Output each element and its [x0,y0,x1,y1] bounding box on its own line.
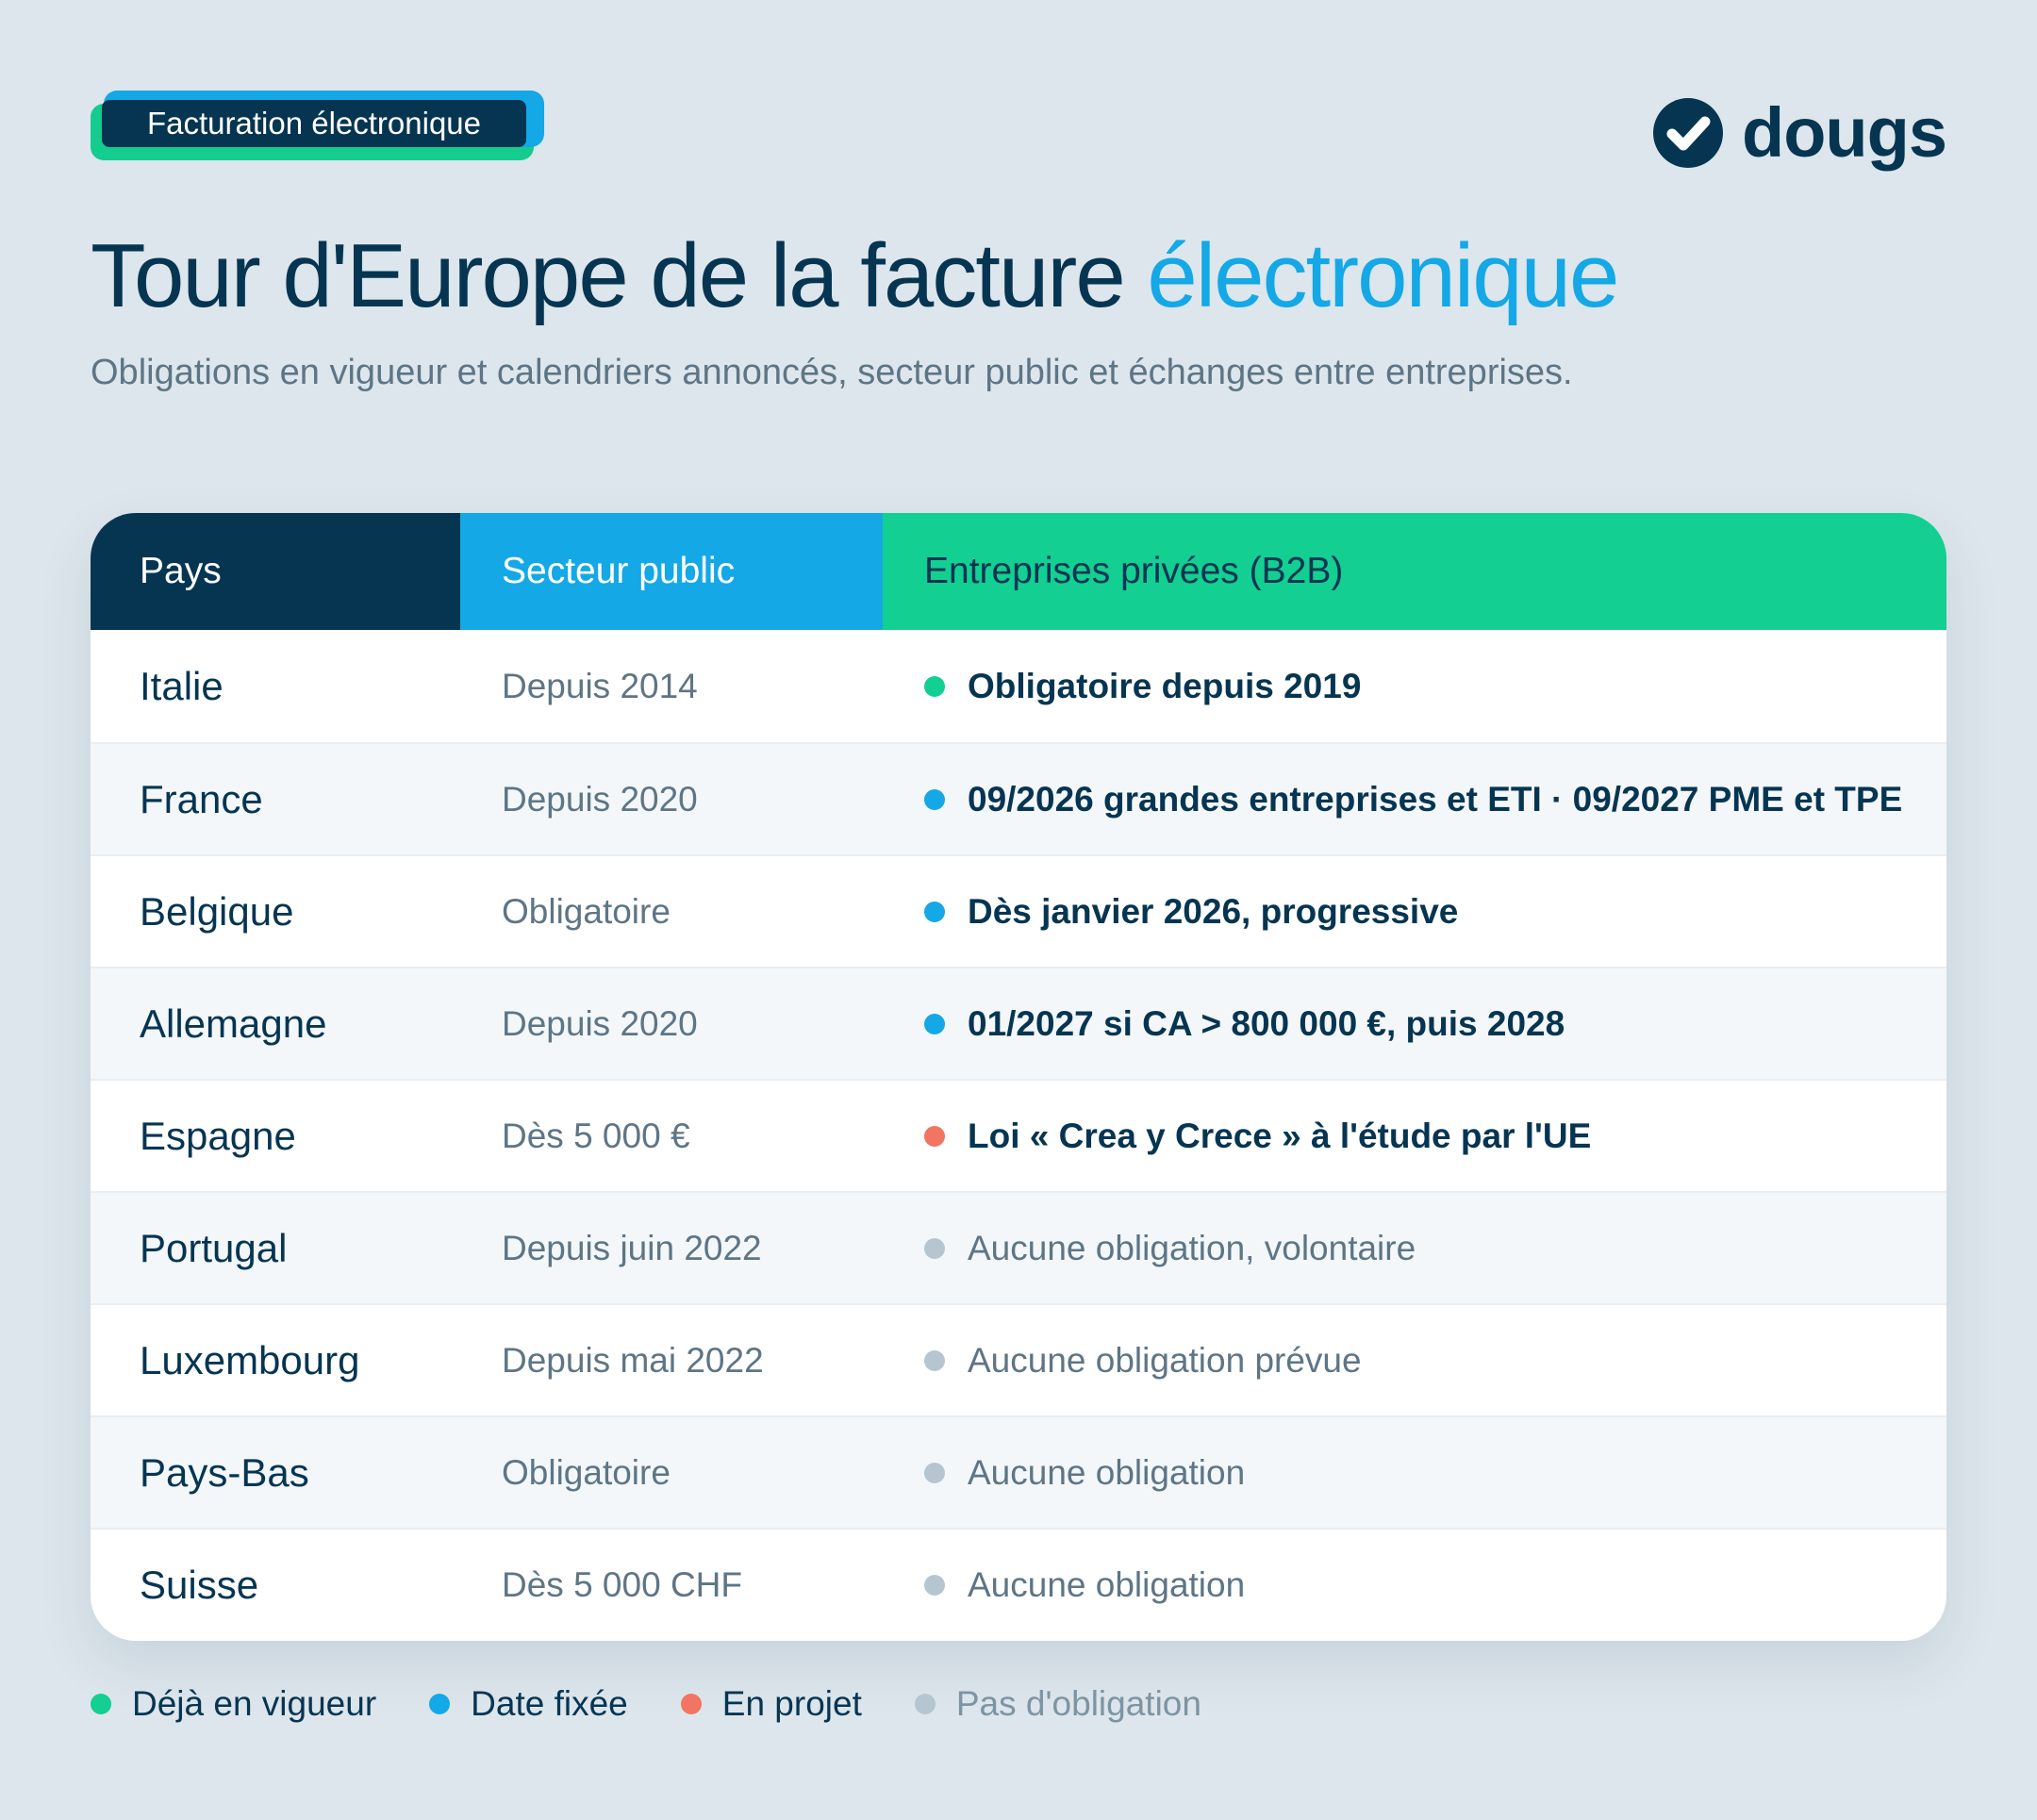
public-sector-cell: Depuis mai 2022 [502,1340,764,1380]
b2b-cell: Aucune obligation [883,1453,1946,1493]
status-dot-icon [924,675,945,697]
table-row: France Depuis 2020 09/2026 grandes entrepr… [91,742,1946,854]
public-sector-cell: Dès 5 000 € [502,1116,690,1155]
public-sector-cell: Dès 5 000 CHF [502,1564,742,1604]
header-country: Pays [91,513,460,630]
status-dot-icon [924,1237,945,1259]
page-subtitle: Obligations en vigueur et calendriers an… [91,353,1573,392]
country-cell: Luxembourg [140,1337,360,1382]
table-body: Italie Depuis 2014 Obligatoire depuis 2019… [91,630,1946,1640]
legend-item: En projet [680,1684,862,1724]
table-row: Portugal Depuis juin 2022 Aucune obligatio… [91,1191,1946,1303]
b2b-cell: Aucune obligation [883,1565,1946,1605]
brand-logo: dougs [1653,93,1947,172]
header-b2b: Entreprises privées (B2B) [883,513,1946,630]
status-dot-icon [924,1013,945,1034]
table-header: Pays Secteur public Entreprises privées … [91,513,1946,630]
b2b-status-text: Aucune obligation, volontaire [968,1228,1416,1267]
public-sector-cell: Obligatoire [502,1452,671,1492]
b2b-status-text: Obligatoire depuis 2019 [968,666,1362,705]
b2b-cell: Aucune obligation, volontaire [883,1229,1946,1268]
legend-dot-icon [680,1694,702,1714]
legend-label: Déjà en vigueur [132,1684,377,1723]
legend-dot-icon [91,1694,111,1714]
b2b-status-text: Aucune obligation [968,1452,1246,1492]
country-cell: Espagne [140,1113,296,1158]
category-badge-label: Facturation électronique [102,100,526,147]
page-title: Tour d'Europe de la facture électronique [91,224,1619,328]
legend-label: Pas d'obligation [955,1684,1201,1723]
status-dot-icon [924,1125,945,1147]
title-main: Tour d'Europe de la facture [91,225,1126,326]
b2b-status-text: Loi « Crea y Crece » à l'étude par l'UE [968,1116,1592,1155]
table-row: Suisse Dès 5 000 CHF Aucune obligation [91,1528,1946,1640]
legend-item: Déjà en vigueur [91,1684,376,1724]
b2b-status-text: 09/2026 grandes entreprises et ETI · 09/… [968,779,1903,819]
country-cell: Portugal [140,1225,288,1270]
country-cell: Suisse [140,1562,259,1607]
b2b-cell: Dès janvier 2026, progressive [883,892,1946,932]
b2b-cell: Aucune obligation prévue [883,1341,1946,1381]
brand-name: dougs [1742,93,1947,172]
table-row: Pays-Bas Obligatoire Aucune obligation [91,1415,1946,1528]
status-dot-icon [924,1462,945,1483]
table-row: Allemagne Depuis 2020 01/2027 si CA > 800 … [91,967,1946,1079]
category-badge: Facturation électronique [91,91,544,160]
legend-label: Date fixée [471,1684,628,1723]
status-legend: Déjà en vigueur Date fixée En projet Pas d'… [91,1684,1254,1724]
legend-dot-icon [914,1694,936,1714]
public-sector-cell: Depuis 2020 [502,779,698,819]
table-row: Luxembourg Depuis mai 2022 Aucune obligati… [91,1303,1946,1415]
b2b-cell: 09/2026 grandes entreprises et ETI · 09/… [883,780,1946,819]
check-circle-icon [1653,98,1724,168]
legend-label: En projet [721,1684,862,1723]
header-public-sector: Secteur public [460,513,883,630]
table-row: Espagne Dès 5 000 € Loi « Crea y Crece » à… [91,1079,1946,1191]
public-sector-cell: Depuis 2020 [502,1003,698,1043]
country-cell: Pays-Bas [140,1449,309,1495]
public-sector-cell: Depuis 2014 [502,666,698,705]
status-dot-icon [924,1349,945,1371]
legend-item: Date fixée [429,1684,628,1724]
b2b-cell: Loi « Crea y Crece » à l'étude par l'UE [883,1117,1946,1156]
public-sector-cell: Depuis juin 2022 [502,1228,762,1267]
status-dot-icon [924,901,945,922]
table-row: Belgique Obligatoire Dès janvier 2026, pro… [91,854,1946,967]
country-cell: Belgique [140,888,294,934]
country-cell: Italie [140,663,224,708]
status-dot-icon [924,788,945,810]
b2b-status-text: Dès janvier 2026, progressive [968,891,1459,931]
country-cell: France [140,776,263,821]
b2b-cell: Obligatoire depuis 2019 [883,667,1946,706]
country-cell: Allemagne [140,1001,327,1046]
b2b-status-text: Aucune obligation [968,1564,1246,1604]
e-invoicing-table: Pays Secteur public Entreprises privées … [91,513,1946,1641]
public-sector-cell: Obligatoire [502,891,671,931]
b2b-status-text: Aucune obligation prévue [968,1340,1362,1380]
b2b-status-text: 01/2027 si CA > 800 000 €, puis 2028 [968,1003,1565,1043]
b2b-cell: 01/2027 si CA > 800 000 €, puis 2028 [883,1004,1946,1044]
legend-item: Pas d'obligation [914,1684,1201,1724]
legend-dot-icon [429,1694,451,1714]
status-dot-icon [924,1574,945,1596]
table-row: Italie Depuis 2014 Obligatoire depuis 2019 [91,630,1946,742]
title-accent: électronique [1147,225,1619,326]
